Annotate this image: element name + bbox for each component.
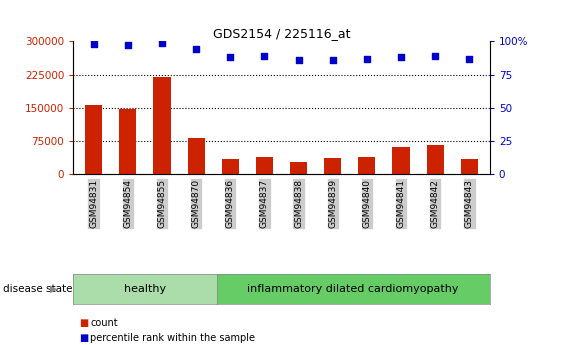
Bar <box>461 159 478 174</box>
Text: disease state: disease state <box>3 284 72 294</box>
Text: healthy: healthy <box>124 284 166 294</box>
Text: ■: ■ <box>79 333 88 343</box>
Bar <box>324 158 341 174</box>
Bar <box>392 147 409 174</box>
Bar <box>427 146 444 174</box>
Bar <box>154 77 171 174</box>
Bar <box>358 157 376 174</box>
Point <box>363 56 372 61</box>
Point <box>328 57 337 63</box>
Text: ■: ■ <box>79 318 88 327</box>
Title: GDS2154 / 225116_at: GDS2154 / 225116_at <box>213 27 350 40</box>
Point <box>294 57 303 63</box>
Bar <box>85 105 102 174</box>
Point <box>123 43 132 48</box>
Bar <box>119 109 136 174</box>
Point <box>191 47 200 52</box>
Point <box>465 56 474 61</box>
Text: inflammatory dilated cardiomyopathy: inflammatory dilated cardiomyopathy <box>248 284 459 294</box>
Point <box>260 53 269 59</box>
Bar <box>256 157 273 174</box>
Bar <box>290 162 307 174</box>
Bar <box>222 159 239 174</box>
Text: ▶: ▶ <box>50 284 57 294</box>
Bar <box>187 138 205 174</box>
Point <box>226 55 235 60</box>
Point <box>158 40 167 46</box>
Text: count: count <box>90 318 118 327</box>
Text: percentile rank within the sample: percentile rank within the sample <box>90 333 255 343</box>
Point <box>396 55 405 60</box>
Point <box>431 53 440 59</box>
Point <box>89 41 98 47</box>
